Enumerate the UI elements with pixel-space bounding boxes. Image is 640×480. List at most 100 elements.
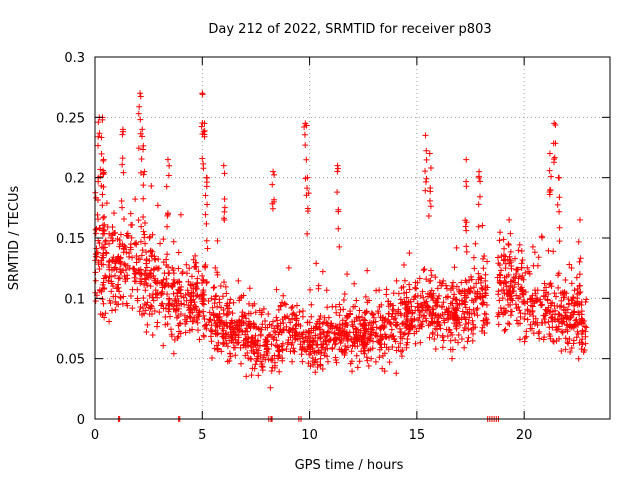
data-point: [137, 130, 144, 137]
data-point: [275, 306, 282, 313]
data-point: [447, 286, 454, 293]
data-point: [276, 347, 283, 354]
data-point: [416, 314, 423, 321]
data-point: [140, 195, 147, 202]
data-point: [506, 253, 513, 260]
data-point: [385, 346, 392, 353]
data-point: [582, 333, 589, 340]
data-point: [374, 333, 381, 340]
data-point: [390, 290, 397, 297]
data-point: [206, 309, 213, 316]
data-point: [578, 308, 585, 315]
data-point: [575, 238, 582, 245]
data-point: [439, 334, 446, 341]
data-point: [339, 322, 346, 329]
data-point: [179, 270, 186, 277]
data-point: [463, 294, 470, 301]
data-point: [242, 344, 249, 351]
data-point: [413, 285, 420, 292]
data-point: [118, 197, 125, 204]
data-point: [160, 259, 167, 266]
data-point: [398, 353, 405, 360]
data-point: [479, 301, 486, 308]
data-point: [560, 315, 567, 322]
data-point: [418, 302, 425, 309]
data-point: [468, 276, 475, 283]
data-point: [400, 283, 407, 290]
data-point: [213, 292, 220, 299]
data-point: [393, 370, 400, 377]
data-point: [356, 338, 363, 345]
data-point: [352, 343, 359, 350]
data-point: [95, 237, 102, 244]
y-tick-label: 0.1: [64, 292, 85, 307]
data-point: [559, 329, 566, 336]
data-point: [265, 356, 272, 363]
data-point: [194, 275, 201, 282]
data-point: [475, 270, 482, 277]
data-point: [199, 295, 206, 302]
data-point: [556, 303, 563, 310]
data-point: [138, 155, 145, 162]
data-point: [252, 341, 259, 348]
data-point: [283, 345, 290, 352]
data-point: [476, 174, 483, 181]
data-point: [473, 306, 480, 313]
data-point: [221, 340, 228, 347]
data-point: [223, 302, 230, 309]
data-point: [412, 323, 419, 330]
data-point: [317, 312, 324, 319]
data-point: [534, 322, 541, 329]
data-point: [100, 170, 107, 177]
data-point: [317, 349, 324, 356]
data-point: [364, 267, 371, 274]
data-point: [550, 159, 557, 166]
x-tick-label: 20: [516, 428, 533, 443]
data-point: [376, 303, 383, 310]
x-tick-label: 5: [198, 428, 206, 443]
data-point: [289, 316, 296, 323]
data-point: [444, 333, 451, 340]
data-point: [228, 334, 235, 341]
data-point: [133, 259, 140, 266]
data-point: [544, 297, 551, 304]
data-point: [411, 330, 418, 337]
data-point: [120, 249, 127, 256]
data-point: [260, 305, 267, 312]
data-point: [94, 216, 101, 223]
data-point: [450, 295, 457, 302]
data-point: [502, 278, 509, 285]
data-point: [150, 297, 157, 304]
data-point: [304, 230, 311, 237]
data-point: [307, 334, 314, 341]
data-point: [517, 285, 524, 292]
data-point: [142, 219, 149, 226]
data-point: [422, 178, 429, 185]
data-point: [113, 257, 120, 264]
data-point: [551, 154, 558, 161]
data-point: [423, 156, 430, 163]
data-point: [443, 282, 450, 289]
data-point: [422, 168, 429, 175]
data-point: [400, 331, 407, 338]
data-point: [146, 311, 153, 318]
data-point: [136, 308, 143, 315]
data-point: [301, 339, 308, 346]
data-point: [222, 283, 229, 290]
data-point: [386, 310, 393, 317]
data-point: [96, 224, 103, 231]
data-point: [505, 240, 512, 247]
data-point: [193, 306, 200, 313]
data-point: [201, 323, 208, 330]
data-point: [116, 274, 123, 281]
data-point: [268, 341, 275, 348]
data-point: [427, 277, 434, 284]
data-point: [435, 312, 442, 319]
data-point: [169, 284, 176, 291]
data-point: [175, 249, 182, 256]
data-point: [350, 323, 357, 330]
data-point: [139, 305, 146, 312]
data-point: [476, 293, 483, 300]
data-point: [427, 267, 434, 274]
data-point: [367, 331, 374, 338]
